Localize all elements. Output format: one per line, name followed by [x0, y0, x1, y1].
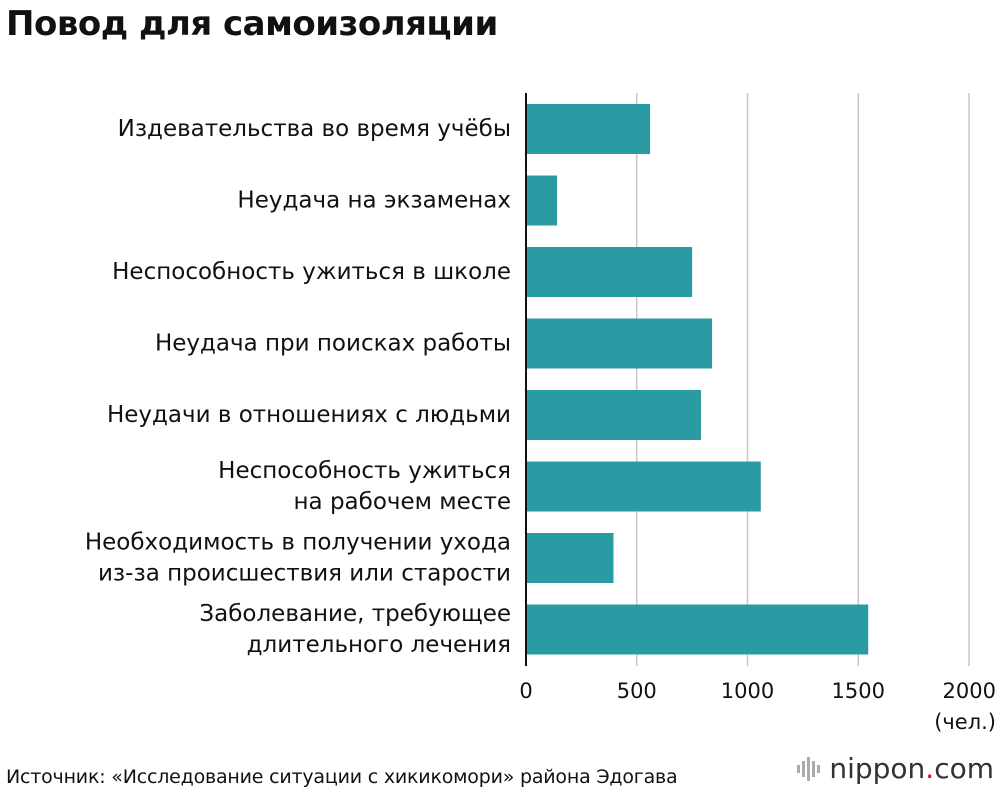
bar [526, 318, 713, 369]
brand-tld: com [934, 752, 994, 785]
bar [526, 247, 693, 297]
bar [526, 175, 558, 226]
category-label-line: Неудачи в отношениях с людьми [107, 402, 511, 428]
brand-logo: nippon.com [797, 752, 994, 785]
x-unit-label: (чел.) [934, 710, 996, 734]
category-label: Неудачи в отношениях с людьми [107, 402, 511, 428]
category-label: Заболевание, требующее длительного лечени… [199, 601, 511, 658]
bar [526, 604, 869, 655]
bar [526, 533, 614, 583]
category-label: Необходимость в получении ухода из-за про… [85, 530, 511, 587]
x-tick-label: 1000 [721, 679, 774, 703]
bar [526, 104, 651, 154]
x-tick-label: 2000 [943, 679, 996, 703]
category-label: Неспособность ужиться на рабочем месте [218, 458, 511, 515]
category-label: Неудача при поисках работы [155, 331, 511, 357]
category-label-line: Неудача при поисках работы [155, 331, 511, 357]
category-label-line: из-за происшествия или старости [98, 561, 511, 587]
category-label-line: Неудача на экзаменах [237, 188, 511, 214]
chart-title: Повод для самоизоляции [6, 4, 498, 44]
x-tick-label: 0 [519, 679, 532, 703]
nippon-logo-icon [797, 756, 821, 781]
brand-name-part: nippon [829, 752, 926, 785]
category-label-line: длительного лечения [247, 632, 511, 658]
x-tick-label: 1500 [832, 679, 885, 703]
source-note: Источник: «Исследование ситуации с хикик… [6, 766, 678, 788]
category-label-line: на рабочем месте [294, 489, 512, 515]
category-label: Издевательства во время учёбы [118, 116, 511, 142]
x-tick-label: 500 [617, 679, 657, 703]
brand-dot: . [925, 752, 935, 785]
category-label: Неудача на экзаменах [237, 188, 511, 214]
bar [526, 461, 761, 512]
category-label-line: Необходимость в получении ухода [85, 530, 511, 556]
category-label: Неспособность ужиться в школе [112, 259, 511, 285]
category-label-line: Заболевание, требующее [199, 601, 511, 627]
bar [526, 390, 701, 440]
category-label-line: Издевательства во время учёбы [118, 116, 511, 142]
category-label-line: Неспособность ужиться [218, 458, 511, 484]
brand-text: nippon.com [829, 752, 994, 785]
category-label-line: Неспособность ужиться в школе [112, 259, 511, 285]
